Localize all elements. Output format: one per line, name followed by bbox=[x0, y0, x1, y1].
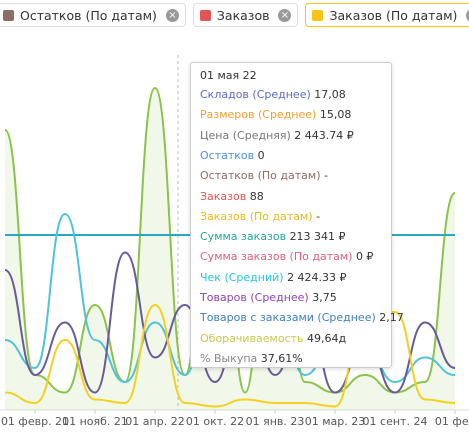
x-tick-label: 01 янв. 23 bbox=[246, 415, 305, 428]
tooltip-title: 01 мая 22 bbox=[200, 69, 257, 82]
tooltip: 01 мая 22 Складов (Среднее) 17,08 Размеров… bbox=[190, 62, 404, 368]
x-tick-label: 01 апр. 22 bbox=[125, 415, 184, 428]
tooltip-row: Остатков 0 bbox=[200, 149, 265, 162]
legend-chip[interactable]: Заказов × bbox=[192, 3, 299, 27]
tooltip-row: Сумма заказов 213 341 ₽ bbox=[200, 230, 346, 243]
tooltip-value: - bbox=[316, 209, 321, 223]
tooltip-value: 88 bbox=[249, 189, 264, 203]
tooltip-value: 37,61% bbox=[260, 351, 303, 365]
legend-chip[interactable]: Остатков (По датам) × bbox=[0, 3, 186, 27]
tooltip-row: Остатков (По датам) - bbox=[200, 169, 328, 182]
tooltip-value: 213 341 ₽ bbox=[289, 230, 346, 244]
tooltip-row: Сумма заказов (По датам) 0 ₽ bbox=[200, 250, 373, 263]
tooltip-label: Чек (Средний) bbox=[200, 270, 284, 284]
legend-label: Заказов (По датам) bbox=[329, 7, 458, 23]
tooltip-label: Складов (Среднее) bbox=[200, 88, 311, 101]
tooltip-value: 15,08 bbox=[319, 108, 352, 122]
legend-label: Заказов bbox=[216, 7, 270, 23]
tooltip-value: 0 bbox=[257, 148, 265, 162]
x-tick-label: 01 февр. 21 bbox=[1, 415, 69, 428]
tooltip-label: Сумма заказов bbox=[200, 230, 287, 244]
tooltip-value: - bbox=[324, 169, 328, 183]
tooltip-row: Складов (Среднее) 17,08 bbox=[200, 88, 346, 101]
tooltip-row: Товаров (Среднее) 3,75 bbox=[200, 291, 337, 304]
tooltip-label: Заказов bbox=[200, 189, 247, 203]
tooltip-value: 3,75 bbox=[312, 291, 337, 304]
remove-icon[interactable]: × bbox=[165, 8, 179, 22]
tooltip-row: Размеров (Среднее) 15,08 bbox=[200, 108, 351, 121]
tooltip-row: Товаров с заказами (Среднее) 2,17 bbox=[200, 311, 404, 324]
tooltip-label: Оборачиваемость bbox=[200, 331, 304, 345]
tooltip-value: 2,17 bbox=[379, 311, 404, 325]
tooltip-value: 17,08 bbox=[314, 88, 346, 101]
legend-label: Остатков (По датам) bbox=[20, 7, 157, 23]
tooltip-label: Остатков (По датам) bbox=[200, 169, 321, 183]
tooltip-row: Оборачиваемость 49,64д bbox=[200, 332, 346, 345]
tooltip-row: % Выкупа 37,61% bbox=[200, 352, 303, 365]
tooltip-label: Размеров (Среднее) bbox=[200, 108, 317, 122]
legend: Остатков (По датам) × Заказов × Заказов (По … bbox=[0, 3, 469, 27]
tooltip-value: 2 424.33 ₽ bbox=[287, 270, 347, 284]
tooltip-value: 2 443.74 ₽ bbox=[294, 128, 354, 142]
tooltip-row: Чек (Средний) 2 424.33 ₽ bbox=[200, 271, 347, 284]
legend-swatch bbox=[3, 9, 14, 21]
tooltip-label: Цена (Средняя) bbox=[200, 128, 291, 142]
x-tick-label: 01 нояб. 21 bbox=[62, 415, 128, 428]
tooltip-label: Сумма заказов (По датам) bbox=[200, 250, 353, 264]
tooltip-label: Товаров с заказами (Среднее) bbox=[200, 311, 376, 325]
legend-chip[interactable]: Заказов (По датам)× bbox=[305, 3, 469, 27]
remove-icon[interactable]: × bbox=[278, 8, 292, 22]
tooltip-value: 49,64д bbox=[307, 331, 347, 345]
tooltip-row: Цена (Средняя) 2 443.74 ₽ bbox=[200, 129, 354, 142]
tooltip-row: Заказов (По датам) - bbox=[200, 210, 320, 223]
tooltip-row: Заказов 88 bbox=[200, 190, 264, 203]
tooltip-label: Заказов (По датам) bbox=[200, 209, 313, 223]
x-tick-label: 01 мар. 23 bbox=[305, 415, 366, 428]
x-tick-label: 01 окт. 22 bbox=[186, 415, 244, 428]
x-tick-label: 01 сент. 24 bbox=[363, 415, 428, 428]
x-tick-label: 01 фев bbox=[435, 415, 469, 428]
tooltip-label: % Выкупа bbox=[200, 351, 258, 365]
tooltip-label: Товаров (Среднее) bbox=[200, 291, 309, 304]
legend-swatch bbox=[312, 9, 324, 21]
tooltip-value: 0 ₽ bbox=[355, 250, 374, 264]
tooltip-label: Остатков bbox=[200, 148, 255, 162]
legend-swatch bbox=[199, 9, 211, 21]
